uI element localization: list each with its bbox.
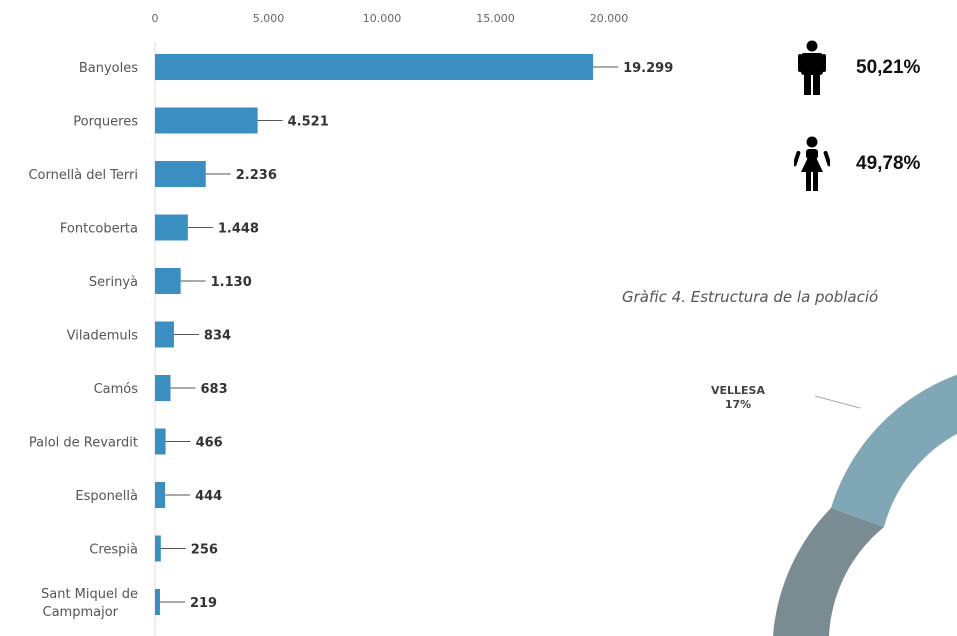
male-icon — [798, 40, 826, 95]
bar — [155, 107, 258, 134]
bar — [155, 375, 171, 401]
population-bar-chart: 0 5.000 10.000 15.000 20.000 19.299 Banyoles 4… — [28, 12, 673, 636]
bar — [155, 321, 174, 348]
x-tick-label: 5.000 — [253, 12, 285, 25]
donut-slice-other — [773, 508, 884, 636]
bar — [155, 268, 181, 294]
bar-value-label: 1.130 — [211, 275, 252, 290]
bar — [155, 428, 166, 455]
male-row: 50,21% — [794, 40, 920, 96]
bar-value-label: 2.236 — [236, 168, 277, 183]
donut-slice-vellesa — [831, 374, 957, 527]
category-label: Porqueres — [73, 115, 138, 130]
bar — [155, 589, 160, 615]
age-structure-donut: VELLESA 17% — [711, 374, 957, 636]
category-label: Esponellà — [75, 489, 138, 504]
bar-value-label: 834 — [204, 329, 231, 344]
bar — [155, 214, 188, 241]
chart-caption: Gràfic 4. Estructura de la població — [622, 288, 879, 306]
category-label: Sant Miquel de Campmajor — [41, 587, 138, 620]
bar-value-label: 444 — [195, 489, 222, 504]
category-label: Crespià — [89, 543, 138, 558]
female-percentage: 49,78% — [856, 153, 921, 174]
bar — [155, 54, 594, 80]
donut-slice-value: 17% — [725, 398, 751, 411]
bar-value-label: 466 — [196, 436, 223, 451]
x-tick-label: 10.000 — [363, 12, 402, 25]
bar-value-label: 4.521 — [288, 115, 329, 130]
bar-value-label: 219 — [190, 596, 217, 611]
donut-slice-leader — [814, 395, 861, 409]
female-icon — [794, 136, 830, 191]
category-label: Palol de Revardit — [29, 436, 138, 451]
x-tick-label: 15.000 — [476, 12, 515, 25]
female-row: 49,78% — [794, 136, 920, 192]
category-label: Camós — [94, 382, 139, 397]
bar-value-label: 19.299 — [623, 61, 673, 76]
bar — [155, 482, 166, 508]
male-percentage: 50,21% — [856, 57, 921, 78]
x-tick-label: 0 — [152, 12, 159, 25]
bars-group: 19.299 Banyoles 4.521 Porqueres 2.236 Cornell… — [28, 54, 673, 620]
bar-value-label: 683 — [201, 382, 228, 397]
category-label: Cornellà del Terri — [28, 168, 138, 183]
category-label: Fontcoberta — [60, 222, 138, 237]
category-label: Serinyà — [89, 275, 138, 290]
category-label: Vilademuls — [67, 329, 139, 344]
bar — [155, 535, 161, 562]
bar-value-label: 256 — [191, 543, 218, 558]
x-axis-ticks: 0 5.000 10.000 15.000 20.000 — [152, 12, 629, 25]
donut-slice-label: VELLESA — [711, 384, 765, 397]
bar — [155, 161, 206, 187]
category-label: Banyoles — [79, 61, 138, 76]
x-tick-label: 20.000 — [590, 12, 629, 25]
bar-value-label: 1.448 — [218, 222, 259, 237]
